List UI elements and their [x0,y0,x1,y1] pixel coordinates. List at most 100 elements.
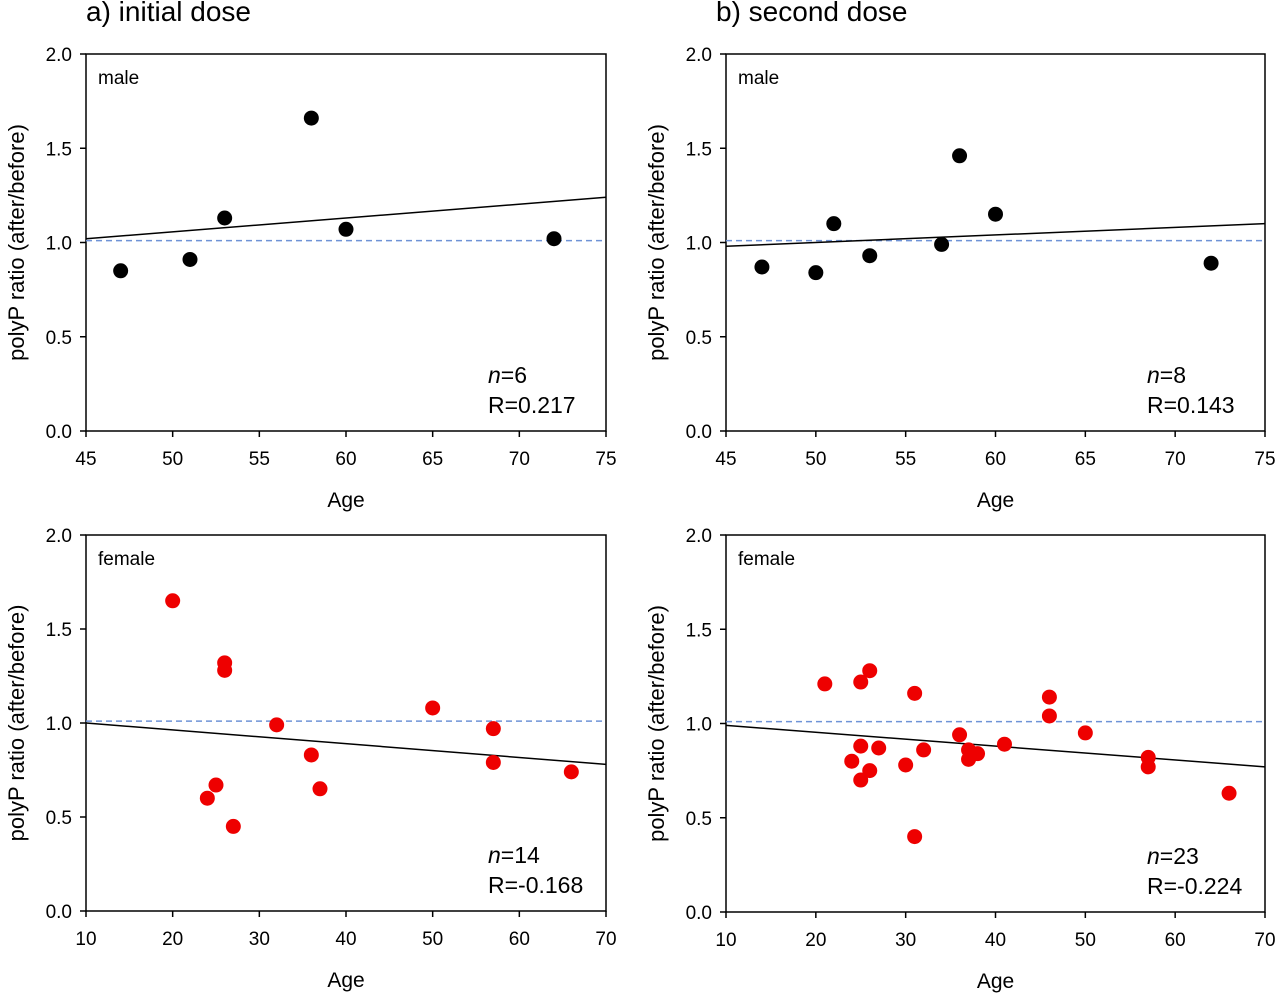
n-annotation: n=8 [1147,362,1186,388]
data-point [853,674,869,690]
data-point [1221,785,1237,801]
n-annotation-value: =8 [1160,362,1186,388]
data-point [826,216,842,232]
x-tick-label: 10 [715,930,736,951]
n-annotation: n=14 [488,842,540,868]
x-axis-label: Age [977,489,1014,512]
data-point [862,248,878,264]
x-tick-label: 60 [1165,930,1186,951]
data-point [113,263,129,279]
data-point [934,236,950,252]
y-tick-label: 0.0 [46,902,72,923]
data-point [907,685,923,701]
y-tick-label: 0.5 [46,808,72,829]
data-point [338,221,354,237]
regression-line [725,222,1266,248]
data-point [853,738,869,754]
x-tick-label: 55 [249,449,270,470]
y-axis-label: polyP ratio (after/before) [644,605,669,842]
r-annotation: R=0.143 [1147,392,1235,418]
data-point [754,259,770,275]
x-tick-label: 10 [75,929,96,950]
data-point [563,764,579,780]
n-annotation-label: n [1147,362,1160,388]
x-tick-label: 45 [75,449,96,470]
data-point [485,754,501,770]
x-tick-label: 40 [335,929,356,950]
y-axis-label: polyP ratio (after/before) [4,124,29,361]
data-point [208,777,224,793]
plot-4: 10 20 30 40 50 60 70 0.0 0.5 1.0 1.5 2.0 Age polyP ra… [644,526,1276,993]
data-point [898,757,914,773]
data-point [808,265,824,281]
data-point [817,676,833,692]
data-point [1041,708,1057,724]
n-annotation-value: =6 [501,362,527,388]
data-point [1077,725,1093,741]
data-point [485,721,501,737]
x-tick-label: 50 [1075,930,1096,951]
data-point [970,746,986,762]
y-axis-label: polyP ratio (after/before) [644,124,669,361]
y-tick-label: 1.0 [686,715,712,736]
data-point [199,790,215,806]
y-tick-label: 2.0 [46,526,72,547]
data-point [952,148,968,164]
data-point [217,210,233,226]
data-point [225,818,241,834]
plot-3: 10 20 30 40 50 60 70 0.0 0.5 1.0 1.5 2.0 Age polyP ra… [4,526,617,992]
x-axis-label: Age [977,970,1014,993]
panel-title-b: b) second dose [716,0,908,27]
y-tick-label: 0.0 [46,422,72,443]
x-tick-label: 50 [805,449,826,470]
data-point [546,231,562,247]
data-point [952,727,968,743]
n-annotation-label: n [488,362,501,388]
y-tick-label: 1.0 [46,714,72,735]
y-tick-label: 1.5 [46,620,72,641]
data-point [862,663,878,679]
y-tick-label: 0.0 [686,422,712,443]
data-point [269,717,285,733]
x-tick-label: 20 [805,930,826,951]
data-point [907,829,923,845]
x-tick-label: 40 [985,930,1006,951]
group-label: female [98,549,155,570]
x-tick-label: 60 [335,449,356,470]
data-point [988,206,1003,222]
data-point [853,772,869,788]
x-tick-label: 50 [422,929,443,950]
data-point [425,700,441,716]
y-tick-label: 2.0 [686,45,712,66]
regression-line [725,724,1266,768]
data-point [312,781,328,797]
x-tick-label: 45 [715,449,736,470]
data-point [217,662,233,678]
n-annotation-value: =23 [1160,843,1199,869]
y-tick-label: 1.0 [46,234,72,255]
group-label: male [98,68,139,89]
x-tick-label: 50 [162,449,183,470]
n-annotation: n=6 [488,362,527,388]
plot-1: 45 50 55 60 65 70 75 0.0 0.5 1.0 1.5 2.0 Age polyP ra… [4,45,617,512]
x-tick-label: 55 [895,449,916,470]
x-tick-label: 75 [1254,449,1275,470]
panel-title-a: a) initial dose [86,0,251,27]
r-annotation: R=-0.168 [488,872,583,898]
regression-line [85,722,607,766]
data-point [165,593,181,609]
data-point [916,742,932,758]
x-tick-label: 60 [509,929,530,950]
data-point [871,740,887,756]
n-annotation-label: n [1147,843,1160,869]
x-tick-label: 70 [595,929,616,950]
y-tick-label: 2.0 [686,526,712,547]
data-point [844,753,860,769]
plot-frame [85,53,607,432]
y-tick-label: 1.0 [686,234,712,255]
n-annotation-value: =14 [501,842,540,868]
data-point [1140,759,1156,775]
y-axis-label: polyP ratio (after/before) [4,605,29,842]
x-tick-label: 30 [249,929,270,950]
